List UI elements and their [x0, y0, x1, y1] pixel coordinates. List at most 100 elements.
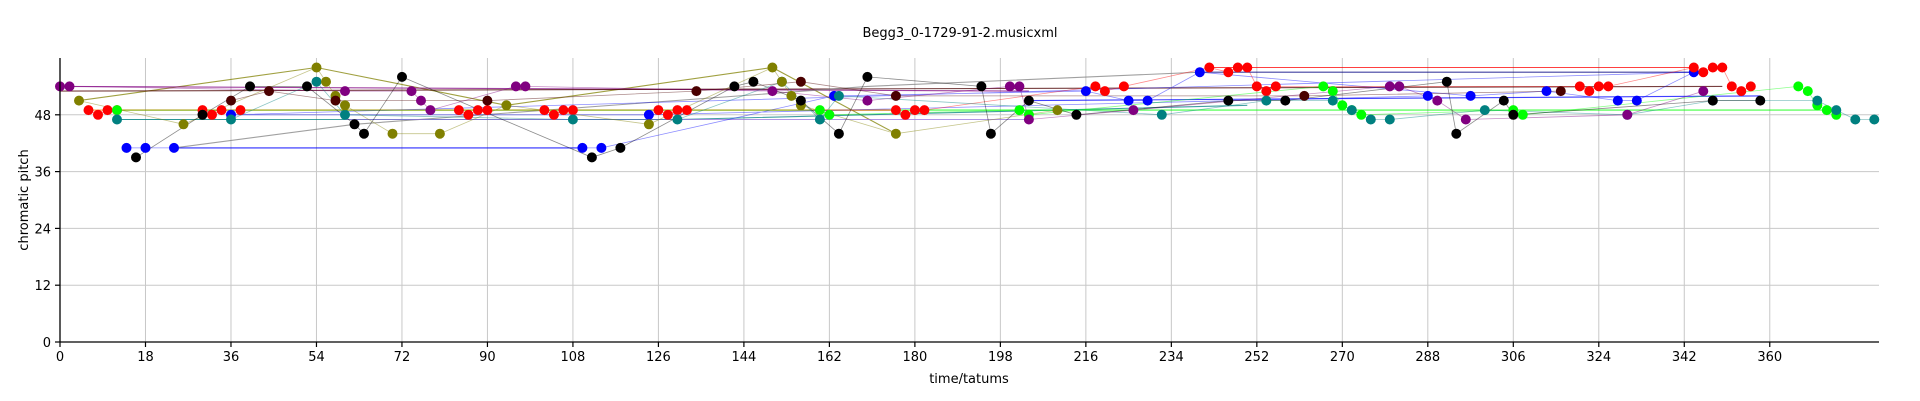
y-tick-label: 48: [34, 109, 51, 124]
ticks: 0 18 36 54 72 90 108 126 144 162 180 198 216 234 252 27…: [34, 109, 1782, 365]
data-point: [302, 81, 312, 92]
data-point: [890, 105, 901, 116]
data-point: [1142, 95, 1153, 106]
data-point: [539, 105, 550, 116]
data-point: [976, 81, 987, 92]
data-point: [501, 100, 512, 111]
x-tick-label: 234: [1159, 350, 1184, 365]
data-point: [1541, 86, 1552, 97]
data-point: [520, 81, 531, 92]
data-point: [691, 86, 702, 97]
x-tick-label: 36: [223, 350, 240, 365]
data-point: [776, 76, 787, 87]
data-point: [216, 105, 227, 116]
x-tick-label: 342: [1672, 350, 1697, 365]
series-line: [59, 85, 1029, 92]
data-point: [510, 81, 521, 92]
data-point: [387, 128, 398, 139]
data-point: [1465, 90, 1476, 101]
data-point: [1612, 95, 1623, 106]
data-point: [548, 109, 559, 120]
data-point: [1422, 90, 1433, 101]
x-tick-label: 54: [308, 350, 325, 365]
data-point: [178, 119, 189, 130]
data-point: [321, 76, 331, 87]
data-point: [235, 105, 246, 116]
data-point: [102, 105, 113, 116]
data-point: [311, 62, 322, 73]
data-point: [1622, 109, 1633, 120]
data-point: [862, 95, 873, 106]
data-point: [567, 105, 578, 116]
data-point: [767, 62, 778, 73]
data-point: [1593, 81, 1604, 92]
data-point: [1574, 81, 1585, 92]
x-tick-label: 72: [394, 350, 411, 365]
data-point: [577, 142, 588, 153]
data-point: [558, 105, 569, 116]
data-point: [64, 81, 75, 92]
data-point: [1745, 81, 1756, 92]
data-point: [1384, 81, 1395, 92]
data-point: [112, 114, 122, 125]
data-point: [1223, 95, 1234, 106]
data-point: [729, 81, 740, 92]
data-point: [1014, 105, 1025, 116]
data-point: [1023, 114, 1034, 125]
data-point: [567, 114, 578, 125]
x-tick-label: 90: [479, 350, 496, 365]
data-point: [83, 105, 94, 116]
data-point: [1251, 81, 1262, 92]
data-point: [1327, 95, 1338, 106]
data-point: [1631, 95, 1642, 106]
data-point: [1232, 62, 1243, 73]
data-point: [1432, 95, 1443, 106]
data-point: [824, 109, 835, 120]
data-point: [833, 128, 844, 139]
data-point: [207, 109, 217, 120]
data-point: [814, 114, 825, 125]
y-tick-label: 0: [43, 336, 51, 351]
data-point: [672, 114, 683, 125]
data-point: [919, 105, 930, 116]
data-point: [1394, 81, 1405, 92]
x-tick-label: 144: [731, 350, 756, 365]
data-point: [1327, 86, 1338, 97]
data-point: [615, 142, 626, 153]
data-point: [1318, 81, 1329, 92]
data-point: [74, 95, 84, 106]
data-point: [169, 142, 179, 153]
data-point: [112, 105, 122, 116]
data-point: [311, 76, 322, 87]
data-point: [140, 142, 151, 153]
data-point: [472, 105, 483, 116]
data-point: [1688, 62, 1699, 73]
data-point: [1603, 81, 1614, 92]
data-point: [340, 109, 350, 120]
data-point: [121, 142, 132, 153]
data-point: [434, 128, 445, 139]
data-point: [1850, 114, 1861, 125]
data-point: [1508, 109, 1519, 120]
data-point: [653, 105, 664, 116]
data-point: [643, 119, 654, 130]
series-lines: [59, 66, 1875, 158]
data-point: [1118, 81, 1129, 92]
x-tick-label: 216: [1073, 350, 1098, 365]
y-tick-label: 12: [34, 279, 51, 294]
data-points: [55, 62, 1880, 163]
data-point: [349, 119, 360, 130]
data-point: [1717, 62, 1728, 73]
data-point: [890, 128, 901, 139]
data-point: [1223, 67, 1234, 78]
x-tick-label: 288: [1415, 350, 1440, 365]
data-point: [672, 105, 683, 116]
x-tick-label: 180: [902, 350, 927, 365]
data-point: [226, 95, 236, 106]
data-point: [1555, 86, 1566, 97]
data-point: [340, 100, 350, 111]
data-point: [643, 109, 654, 120]
data-point: [245, 81, 255, 92]
data-point: [909, 105, 920, 116]
